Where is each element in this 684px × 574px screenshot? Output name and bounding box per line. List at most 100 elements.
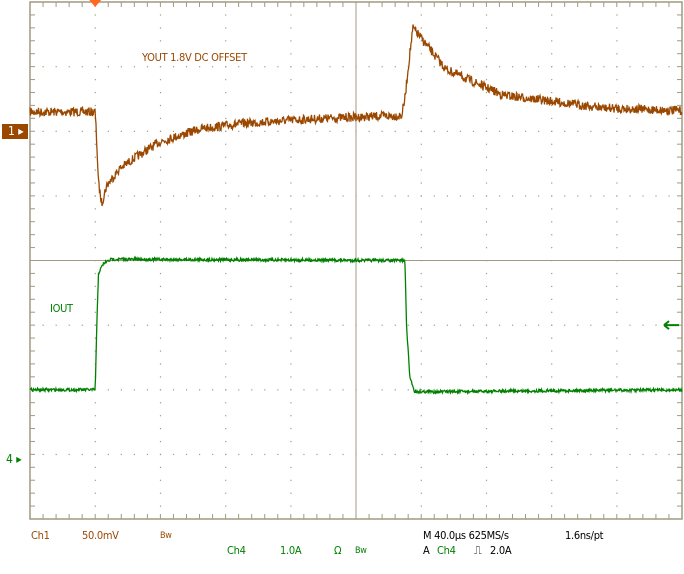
grid-dot [225, 376, 227, 378]
grid-dot [133, 66, 136, 68]
grid-dot [107, 453, 109, 456]
grid-dot [485, 285, 488, 288]
grid-dot [420, 66, 422, 68]
grid-dot [94, 440, 96, 443]
grid-dot [225, 91, 227, 94]
grid-dot [590, 66, 592, 68]
grid-dot [146, 66, 149, 68]
grid-dot [355, 195, 357, 197]
grid-dot [159, 466, 162, 468]
grid-dot [146, 453, 149, 456]
grid-dot [68, 324, 70, 326]
grid-dot [642, 324, 644, 326]
grid-dot [94, 402, 96, 404]
grid-dot [525, 66, 527, 68]
grid-dot [577, 324, 579, 326]
grid-dot [525, 389, 527, 391]
grid-dot [55, 130, 57, 132]
grid-dot [68, 66, 70, 68]
grid-dot [159, 156, 162, 158]
grid-dot [94, 428, 96, 430]
grid-dot [199, 389, 201, 391]
grid-dot [290, 104, 292, 107]
grid-dot [655, 453, 657, 456]
grid-dot [420, 505, 422, 507]
grid-dot [329, 66, 331, 68]
grid-dot [277, 453, 279, 456]
grid-dot [629, 66, 631, 68]
grid-dot [159, 324, 162, 326]
grid-dot [616, 311, 618, 313]
grid-dot [251, 389, 253, 391]
grid-dot [290, 389, 292, 391]
ch4-ground-marker[interactable]: 4 ▸ [6, 452, 22, 466]
ch1-scale: 50.0mV [82, 529, 119, 542]
grid-dot [538, 66, 540, 68]
grid-dot [225, 428, 227, 430]
ch1-ground-marker[interactable]: 1 ▸ [2, 124, 28, 139]
grid-dot [551, 324, 553, 326]
grid-dot [407, 130, 409, 132]
grid-dot [368, 66, 370, 68]
grid-dot [446, 453, 448, 456]
grid-dot [420, 234, 422, 236]
grid-dot [94, 492, 96, 494]
grid-dot [133, 195, 136, 197]
grid-dot [616, 492, 618, 494]
grid-dot [485, 143, 488, 145]
grid-dot [485, 91, 488, 94]
grid-dot [225, 182, 227, 184]
grid-dot [485, 234, 488, 236]
grid-dot [498, 453, 501, 456]
grid-dot [107, 195, 109, 197]
grid-dot [551, 79, 553, 81]
grid-dot [159, 363, 162, 365]
grid-dot [42, 130, 44, 132]
grid-dot [290, 195, 292, 197]
grid-dot [94, 221, 96, 223]
grid-dot [394, 195, 396, 197]
grid-dot [159, 14, 162, 16]
grid-dot [485, 53, 488, 55]
grid-dot [420, 298, 422, 300]
grid-dot [172, 389, 175, 391]
grid-dot [342, 324, 344, 326]
grid-dot [616, 272, 618, 275]
grid-dot [394, 389, 396, 391]
grid-dot [420, 156, 422, 158]
grid-dot [485, 324, 488, 326]
grid-dot [498, 195, 501, 197]
grid-dot [485, 402, 488, 404]
grid-dot [225, 311, 227, 313]
grid-dot [238, 66, 240, 68]
grid-dot [551, 156, 553, 158]
grid-dot [551, 182, 553, 184]
grid-dot [225, 324, 227, 326]
grid-dot [551, 117, 553, 120]
grid-dot [225, 14, 227, 16]
grid-dot [564, 130, 566, 132]
grid-dot [368, 195, 370, 197]
grid-dot [159, 415, 162, 417]
grid-dot [290, 376, 292, 378]
grid-dot [212, 195, 214, 197]
grid-dot [251, 324, 253, 326]
grid-dot [290, 40, 292, 42]
grid-dot [159, 195, 162, 197]
grid-dot [538, 324, 540, 326]
grid-dot [551, 143, 553, 145]
grid-dot [81, 195, 83, 197]
grid-dot [225, 337, 227, 339]
grid-dot [629, 195, 631, 197]
grid-dot [472, 195, 475, 197]
grid-dot [551, 415, 553, 417]
grid-dot [225, 440, 227, 443]
grid-dot [225, 130, 227, 132]
grid-dot [251, 453, 253, 456]
grid-dot [590, 324, 592, 326]
grid-dot [381, 324, 383, 326]
grid-dot [342, 66, 344, 68]
grid-dot [107, 130, 109, 132]
grid-dot [551, 428, 553, 430]
grid-dot [616, 505, 618, 507]
